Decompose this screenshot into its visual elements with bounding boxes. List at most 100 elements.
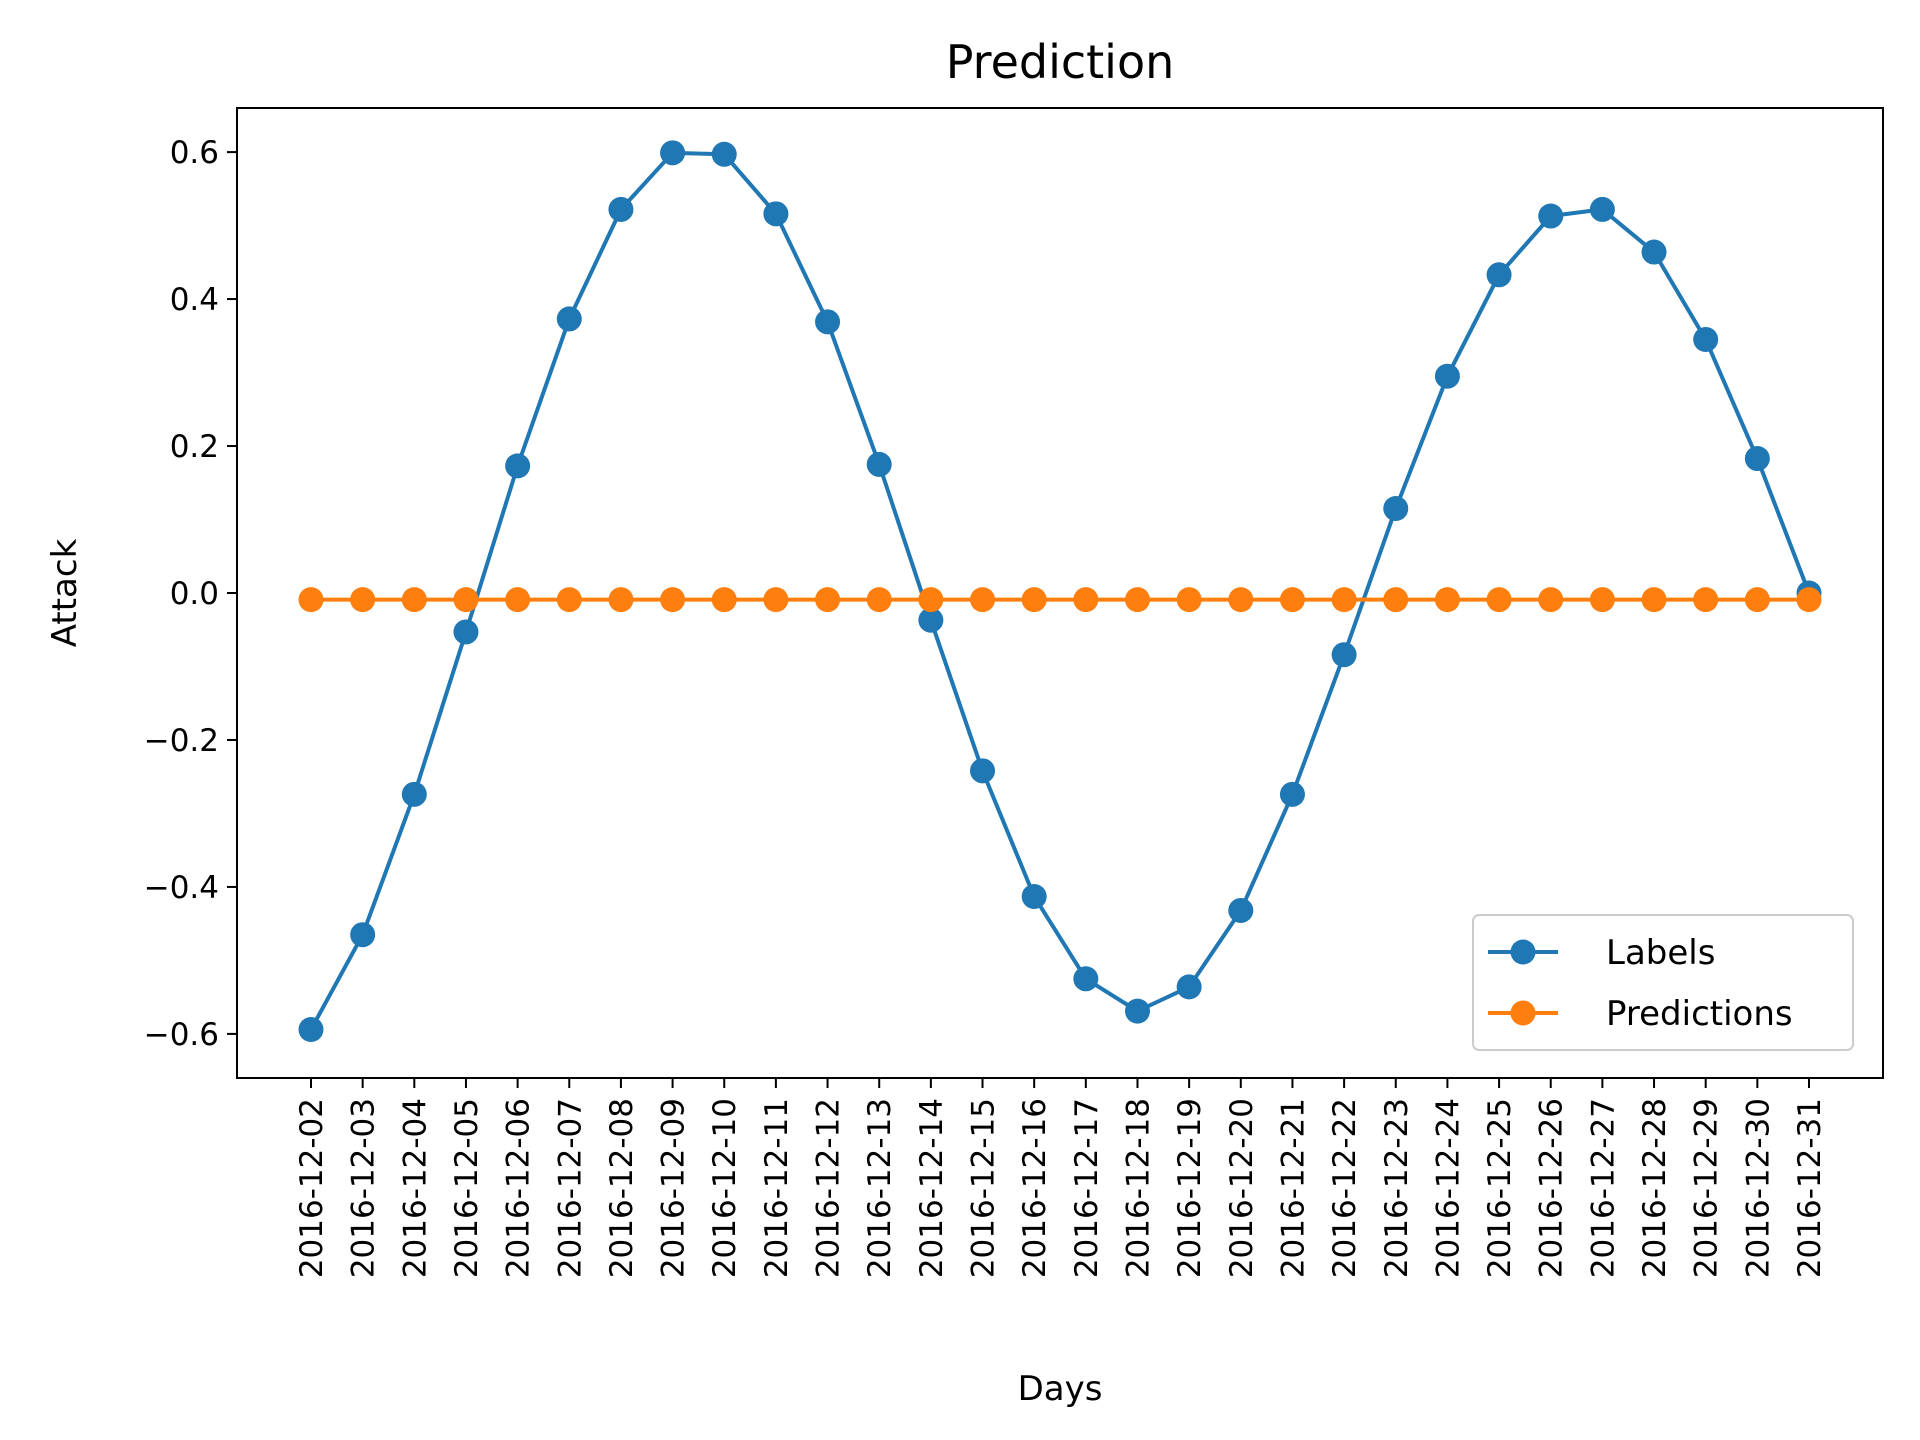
point-predictions — [1641, 587, 1667, 613]
point-labels — [1744, 446, 1770, 472]
point-labels — [1073, 966, 1099, 992]
point-labels — [1176, 974, 1202, 1000]
point-predictions — [505, 587, 531, 613]
point-labels — [453, 619, 479, 645]
legend-box — [1472, 914, 1854, 1051]
point-predictions — [1073, 587, 1099, 613]
legend-swatch-marker — [1510, 1000, 1536, 1026]
x-tick-label: 2016-12-25 — [1482, 1098, 1518, 1278]
point-predictions — [918, 587, 944, 613]
y-tick-label: −0.2 — [144, 723, 219, 759]
point-predictions — [1693, 587, 1719, 613]
x-tick-label: 2016-12-17 — [1069, 1098, 1105, 1278]
x-tick-label: 2016-12-26 — [1534, 1098, 1570, 1278]
x-tick-label: 2016-12-23 — [1379, 1098, 1415, 1278]
point-labels — [505, 453, 531, 479]
x-tick-label: 2016-12-02 — [294, 1098, 330, 1278]
point-predictions — [453, 587, 479, 613]
point-labels — [763, 201, 789, 227]
point-labels — [1383, 495, 1409, 521]
point-predictions — [1796, 587, 1822, 613]
point-labels — [298, 1017, 324, 1042]
x-tick-label: 2016-12-15 — [966, 1098, 1002, 1278]
point-labels — [711, 141, 737, 167]
point-predictions — [763, 587, 789, 613]
point-predictions — [1124, 587, 1150, 613]
y-tick-label: 0.6 — [170, 135, 219, 171]
point-predictions — [711, 587, 737, 613]
x-tick-label: 2016-12-04 — [397, 1098, 433, 1278]
x-tick-label: 2016-12-18 — [1120, 1098, 1156, 1278]
point-predictions — [1434, 587, 1460, 613]
point-predictions — [1176, 587, 1202, 613]
point-labels — [1538, 203, 1564, 229]
y-tick-label: −0.4 — [144, 870, 219, 906]
point-labels — [1434, 363, 1460, 389]
x-tick-label: 2016-12-29 — [1689, 1098, 1725, 1278]
point-predictions — [1331, 587, 1357, 613]
y-axis-label: Attack — [45, 538, 85, 647]
y-tick-label: 0.0 — [170, 576, 219, 612]
x-tick-label: 2016-12-13 — [862, 1098, 898, 1278]
x-tick-label: 2016-12-12 — [811, 1098, 847, 1278]
point-labels — [660, 140, 686, 166]
y-axis: −0.6 −0.4 −0.2 0.0 0.2 0.4 0.6 — [144, 135, 237, 1053]
x-tick-label: 2016-12-27 — [1585, 1098, 1621, 1278]
point-labels — [1124, 998, 1150, 1024]
point-predictions — [401, 587, 427, 613]
x-tick-label: 2016-12-08 — [604, 1098, 640, 1278]
y-tick-label: −0.6 — [144, 1017, 219, 1053]
x-tick-label: 2016-12-06 — [501, 1098, 537, 1278]
point-predictions — [608, 587, 634, 613]
point-labels — [1228, 897, 1254, 923]
x-tick-label: 2016-12-10 — [707, 1098, 743, 1278]
point-labels — [815, 309, 841, 335]
x-tick-label: 2016-12-05 — [449, 1098, 485, 1278]
point-predictions — [1228, 587, 1254, 613]
x-axis-label: Days — [1018, 1369, 1103, 1409]
x-axis: 2016-12-02 2016-12-03 2016-12-04 2016-12-05… — [294, 1078, 1828, 1278]
point-predictions — [1279, 587, 1305, 613]
point-predictions — [970, 587, 996, 613]
chart-title: Prediction — [946, 35, 1175, 89]
point-labels — [556, 306, 582, 332]
point-labels — [1693, 326, 1719, 352]
point-labels — [918, 607, 944, 633]
x-tick-label: 2016-12-14 — [914, 1098, 950, 1278]
point-labels — [608, 196, 634, 222]
point-predictions — [1383, 587, 1409, 613]
x-tick-label: 2016-12-19 — [1172, 1098, 1208, 1278]
point-labels — [401, 781, 427, 807]
point-labels — [1486, 262, 1512, 288]
point-labels — [1279, 781, 1305, 807]
point-labels — [970, 758, 996, 784]
legend-swatch-marker — [1510, 939, 1536, 965]
x-tick-label: 2016-12-09 — [656, 1098, 692, 1278]
point-predictions — [815, 587, 841, 613]
x-tick-label: 2016-12-24 — [1430, 1098, 1466, 1278]
legend-entry-predictions: Predictions — [1606, 994, 1793, 1034]
point-predictions — [1486, 587, 1512, 613]
legend: Labels Predictions — [1472, 914, 1854, 1051]
point-predictions — [1021, 587, 1047, 613]
point-predictions — [1744, 587, 1770, 613]
legend-entry-labels: Labels — [1606, 933, 1715, 973]
point-predictions — [298, 587, 324, 613]
x-tick-label: 2016-12-03 — [346, 1098, 382, 1278]
x-tick-label: 2016-12-21 — [1275, 1098, 1311, 1278]
y-tick-label: 0.2 — [170, 429, 219, 465]
point-predictions — [350, 587, 376, 613]
x-tick-label: 2016-12-31 — [1792, 1098, 1828, 1278]
x-tick-label: 2016-12-28 — [1637, 1098, 1673, 1278]
x-tick-label: 2016-12-11 — [759, 1098, 795, 1278]
x-tick-label: 2016-12-22 — [1327, 1098, 1363, 1278]
point-labels — [1641, 239, 1667, 265]
point-predictions — [1589, 587, 1615, 613]
y-tick-label: 0.4 — [170, 282, 219, 318]
x-tick-label: 2016-12-07 — [552, 1098, 588, 1278]
plot-area — [298, 140, 1822, 1042]
point-labels — [1331, 642, 1357, 668]
point-labels — [1021, 883, 1047, 909]
series-line-labels — [309, 150, 1811, 1031]
